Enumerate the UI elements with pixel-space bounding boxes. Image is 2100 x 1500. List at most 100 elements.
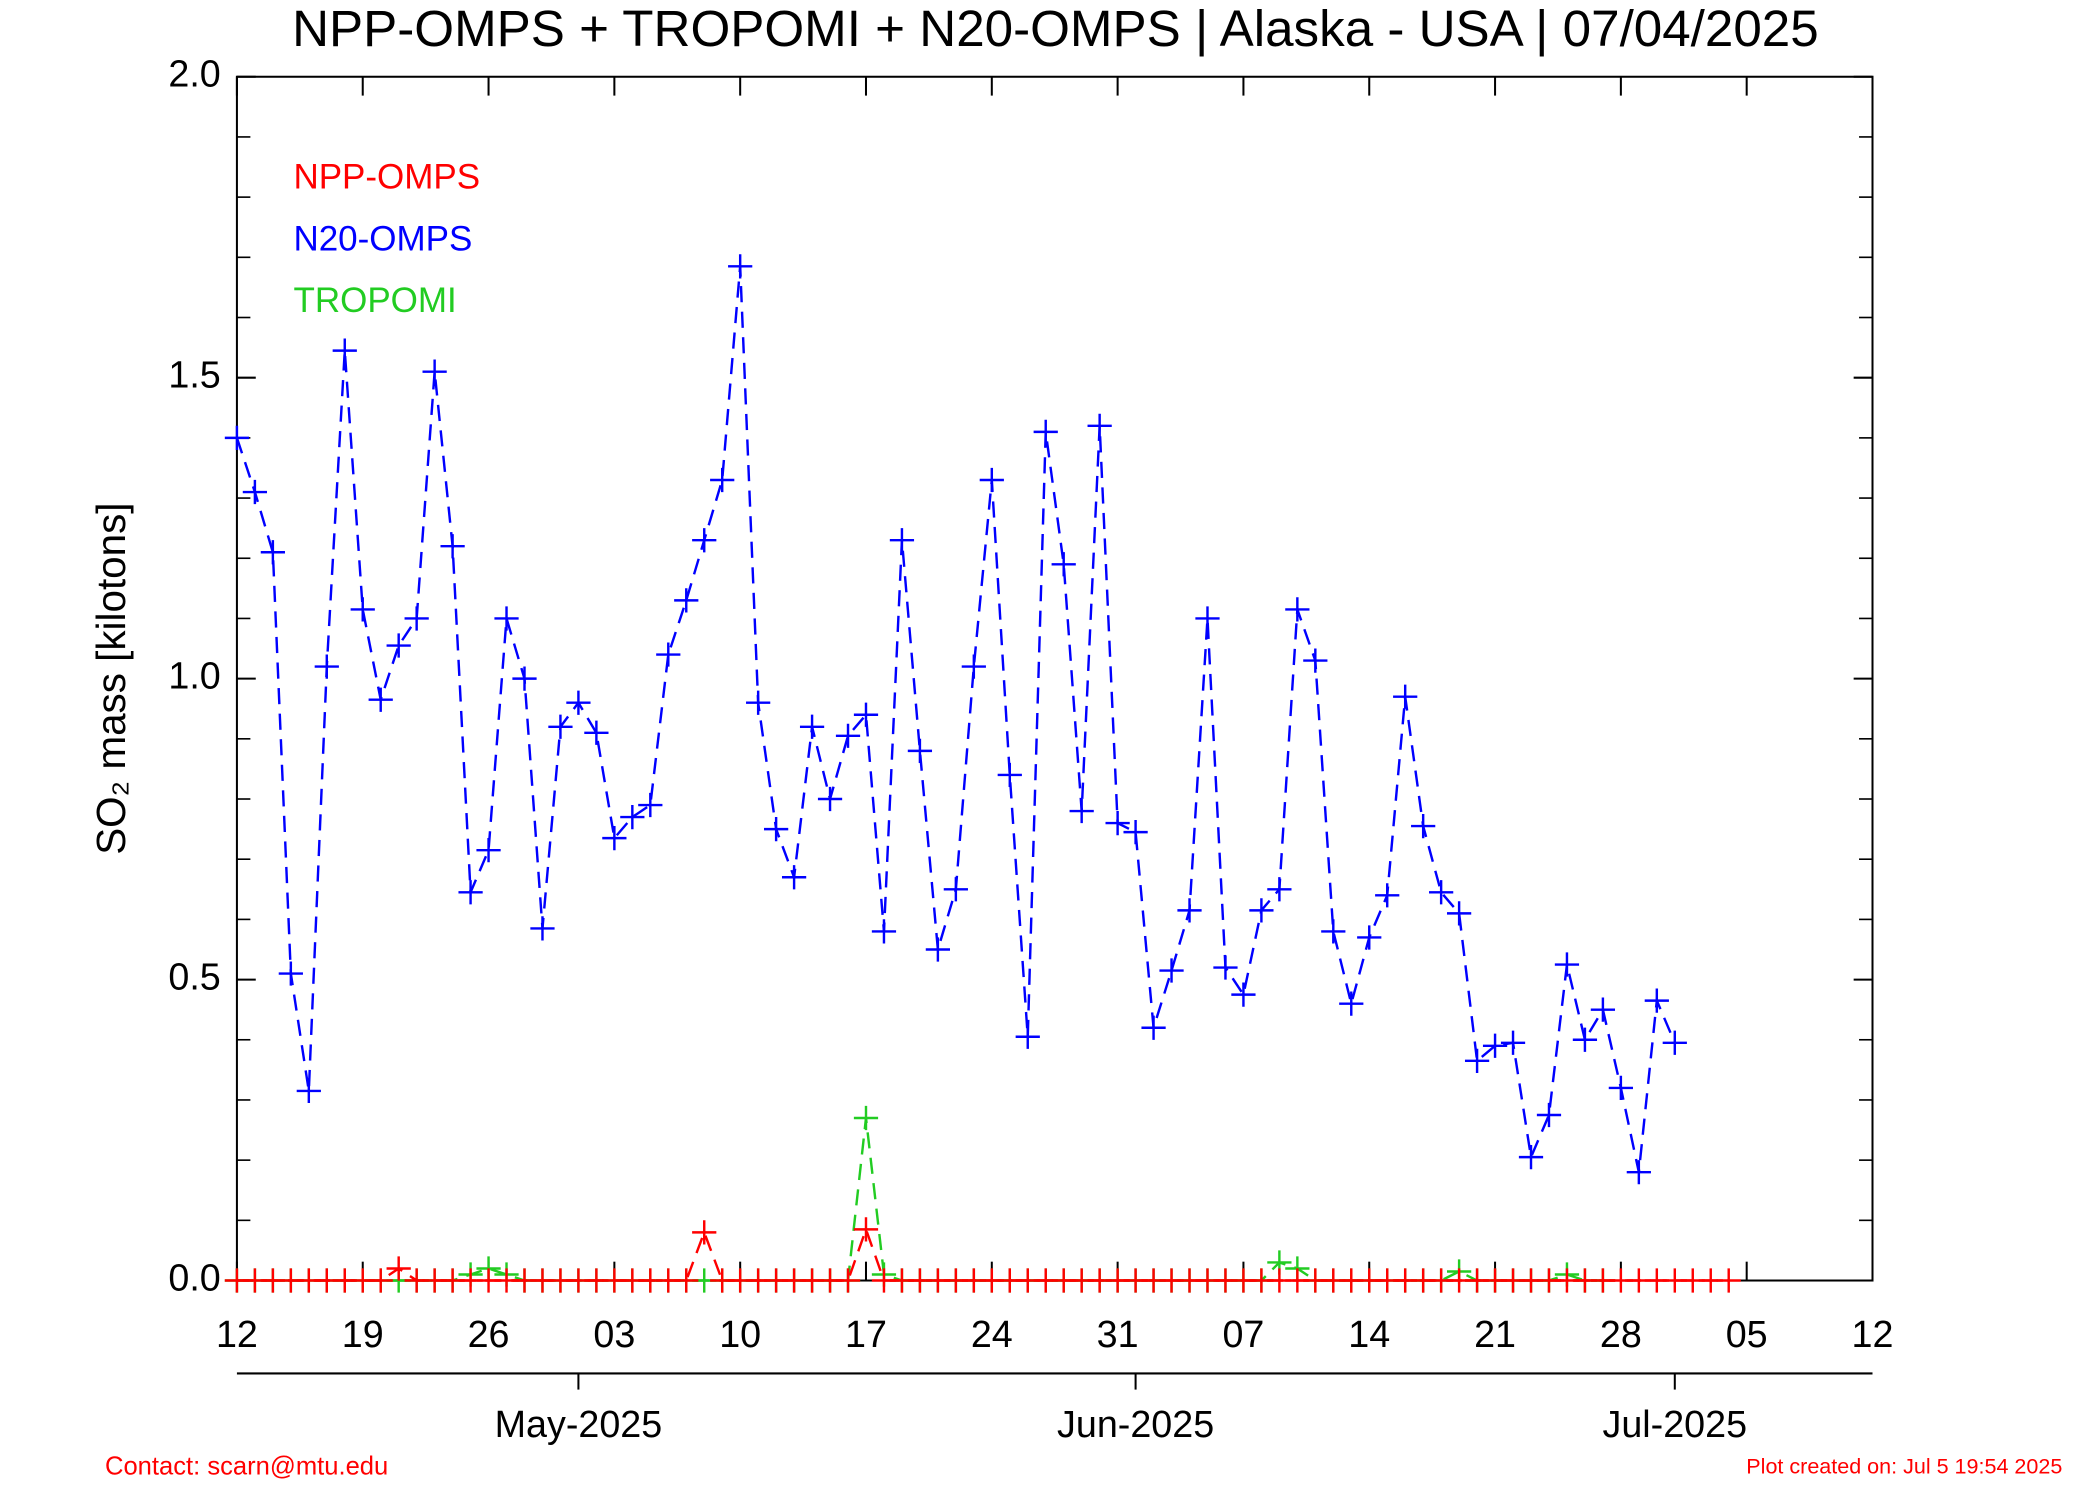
y-axis-label: SO₂ mass [kilotons] (88, 502, 134, 854)
x-tick-label: 17 (845, 1313, 887, 1355)
marker (853, 1105, 879, 1131)
series-line (236, 1117, 1603, 1282)
x-tick-label: 12 (216, 1313, 258, 1355)
marker (494, 606, 519, 631)
x-tick-label: 21 (1474, 1313, 1516, 1355)
marker (1626, 1160, 1651, 1185)
marker (1536, 1102, 1562, 1128)
legend-entry: N20-OMPS (293, 219, 472, 258)
y-tick-label: 1.5 (168, 354, 220, 396)
marker (296, 1078, 321, 1104)
y-tick-label: 0.5 (168, 956, 220, 998)
marker (1662, 1030, 1687, 1055)
month-label: Jul-2025 (1603, 1403, 1748, 1445)
marker (260, 540, 285, 565)
marker (1303, 648, 1328, 673)
marker (1267, 877, 1292, 902)
marker (997, 762, 1022, 788)
marker (314, 654, 339, 679)
month-label: Jun-2025 (1057, 1403, 1214, 1445)
y-tick-label: 0.0 (168, 1256, 220, 1298)
marker (1105, 810, 1130, 836)
marker (1482, 1033, 1508, 1058)
marker (422, 359, 447, 384)
marker (458, 880, 483, 905)
marker (476, 838, 501, 863)
marker (1464, 1048, 1490, 1073)
marker (386, 633, 411, 658)
marker (638, 792, 663, 818)
marker (710, 467, 735, 493)
marker (548, 714, 573, 739)
marker (1033, 419, 1058, 444)
marker (799, 714, 825, 739)
marker (1069, 798, 1094, 824)
x-tick-label: 24 (971, 1313, 1013, 1355)
marker (1393, 684, 1418, 709)
plot-frame (235, 75, 1874, 1282)
marker (1644, 988, 1669, 1013)
marker (781, 865, 807, 890)
marker (368, 687, 393, 712)
marker (1123, 819, 1148, 845)
month-label: May-2025 (495, 1403, 663, 1445)
marker (835, 723, 861, 748)
marker (764, 816, 789, 842)
y-tick-label: 2.0 (168, 53, 220, 95)
marker (817, 786, 843, 812)
marker (1590, 997, 1616, 1022)
series-line (236, 1225, 1729, 1282)
created-note: Plot created on: Jul 5 19:54 2025 (1746, 1454, 2062, 1478)
marker (871, 919, 897, 944)
marker (512, 666, 537, 691)
marker (1285, 597, 1310, 622)
marker (674, 1268, 699, 1293)
y-tick-label: 1.0 (168, 655, 220, 697)
marker (1339, 991, 1364, 1016)
marker (602, 826, 627, 851)
x-tick-label: 31 (1097, 1313, 1139, 1355)
marker (1500, 1030, 1526, 1055)
marker (1141, 1015, 1166, 1040)
marker (1321, 919, 1346, 944)
x-tick-label: 10 (719, 1313, 761, 1355)
x-tick-label: 07 (1222, 1313, 1264, 1355)
marker (1446, 901, 1472, 926)
marker (1231, 982, 1256, 1007)
marker (620, 804, 645, 830)
marker (404, 606, 429, 631)
marker (853, 1217, 879, 1242)
marker (853, 702, 879, 727)
marker (728, 254, 753, 279)
marker (925, 937, 950, 962)
marker (566, 690, 591, 715)
marker (907, 738, 933, 763)
marker (332, 338, 357, 363)
series-line (235, 266, 1676, 1173)
marker (1411, 813, 1436, 839)
marker (692, 528, 717, 553)
marker (889, 528, 915, 553)
marker (1608, 1075, 1633, 1101)
marker (224, 425, 250, 450)
marker (943, 877, 968, 902)
marker (746, 690, 771, 715)
legend-entry: NPP-OMPS (293, 157, 480, 196)
marker (242, 479, 268, 505)
marker (1357, 925, 1382, 950)
marker (1249, 898, 1274, 923)
marker (979, 467, 1004, 493)
marker (1051, 552, 1076, 577)
x-tick-label: 05 (1726, 1313, 1768, 1355)
legend-entry: TROPOMI (293, 281, 456, 320)
marker (530, 916, 555, 941)
marker (961, 654, 986, 679)
marker (386, 1256, 411, 1281)
x-tick-label: 28 (1600, 1313, 1642, 1355)
x-tick-label: 26 (468, 1313, 510, 1355)
marker (692, 1220, 717, 1245)
marker (1159, 958, 1184, 983)
marker (1213, 955, 1238, 980)
marker (1087, 413, 1112, 438)
marker (278, 961, 303, 986)
